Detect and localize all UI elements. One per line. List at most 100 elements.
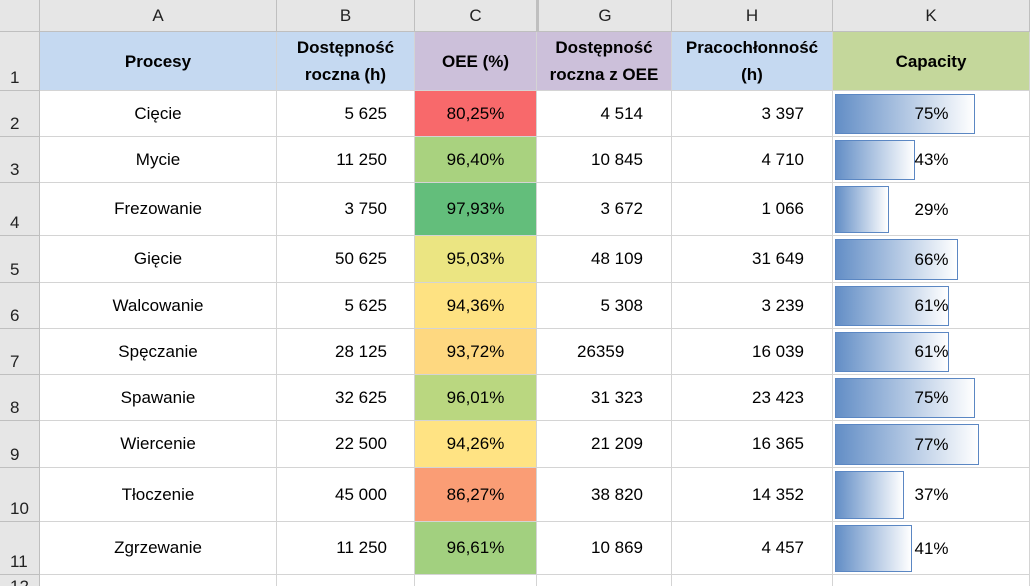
cell: 14 352 [672,468,833,522]
cell: 3 239 [672,283,833,329]
cell: 32 625 [277,375,415,421]
cell: 10 869 [537,522,672,575]
cell: Tłoczenie [40,468,277,522]
cell: 26359 [537,329,672,375]
cell: 5 625 [277,91,415,137]
cell: Zgrzewanie [40,522,277,575]
data-bar [835,140,916,180]
cell: 11 250 [277,522,415,575]
capacity-label: 75% [914,388,949,407]
cell: 22 500 [277,421,415,468]
cell: 96,01% [415,375,537,421]
cell: 4 710 [672,137,833,183]
header-cell: Dostępność roczna z OEE [537,32,672,91]
cell: 38 820 [537,468,672,522]
row-number: 1 [0,32,40,91]
cell: 10 845 [537,137,672,183]
header-cell: Pracochłonność (h) [672,32,833,91]
cell: 96,40% [415,137,537,183]
cell [672,575,833,586]
header-cell: Dostępność roczna (h) [277,32,415,91]
row-number: 3 [0,137,40,183]
row-number: 6 [0,283,40,329]
header-cell: Capacity [833,32,1030,91]
cell: 3 397 [672,91,833,137]
cell: 4 457 [672,522,833,575]
cell: Frezowanie [40,183,277,236]
data-bar [835,424,979,465]
column-header: G [537,0,672,32]
row-number: 12 [0,575,40,586]
data-bar [835,525,912,572]
capacity-label: 29% [914,199,949,219]
capacity-label: 37% [914,485,949,504]
capacity-label: 77% [914,434,949,454]
cell: 48 109 [537,236,672,283]
cell: 28 125 [277,329,415,375]
cell: 45 000 [277,468,415,522]
column-header: H [672,0,833,32]
cell: 86,27% [415,468,537,522]
cell: 94,36% [415,283,537,329]
cell: Wiercenie [40,421,277,468]
cell: 16 039 [672,329,833,375]
header-cell: Procesy [40,32,277,91]
cell: Spawanie [40,375,277,421]
column-header: B [277,0,415,32]
data-bar [835,186,890,233]
data-bar [835,378,976,418]
capacity-label: 75% [914,104,949,123]
cell: 23 423 [672,375,833,421]
cell: 94,26% [415,421,537,468]
cell: 3 672 [537,183,672,236]
cell: 4 514 [537,91,672,137]
row-number: 9 [0,421,40,468]
row-number: 10 [0,468,40,522]
data-bar [835,286,950,326]
row-number: 7 [0,329,40,375]
cell: 3 750 [277,183,415,236]
row-number: 8 [0,375,40,421]
column-header: C [415,0,537,32]
header-cell: OEE (%) [415,32,537,91]
cell: 5 625 [277,283,415,329]
cell: 50 625 [277,236,415,283]
row-number: 4 [0,183,40,236]
data-bar [835,239,959,280]
cell: Spęczanie [40,329,277,375]
cell: Walcowanie [40,283,277,329]
cell: 21 209 [537,421,672,468]
capacity-label: 61% [914,296,949,315]
data-bar [835,94,976,134]
cell [277,575,415,586]
cell: 96,61% [415,522,537,575]
cell: 95,03% [415,236,537,283]
column-header: K [833,0,1030,32]
cell: 31 649 [672,236,833,283]
capacity-label: 43% [914,150,949,169]
cell [415,575,537,586]
cell [40,575,277,586]
corner [0,0,40,32]
cell: 5 308 [537,283,672,329]
capacity-label: 66% [914,249,949,269]
column-header: A [40,0,277,32]
cell: Mycie [40,137,277,183]
cell: 16 365 [672,421,833,468]
cell: 97,93% [415,183,537,236]
capacity-label: 41% [914,538,949,558]
cell: 1 066 [672,183,833,236]
cell: Cięcie [40,91,277,137]
row-number: 5 [0,236,40,283]
row-number: 11 [0,522,40,575]
data-bar [835,471,905,519]
cell: Gięcie [40,236,277,283]
cell: 11 250 [277,137,415,183]
data-bar [835,332,950,372]
cell: 80,25% [415,91,537,137]
row-number: 2 [0,91,40,137]
cell [833,575,1030,586]
cell [537,575,672,586]
capacity-label: 61% [914,342,949,361]
